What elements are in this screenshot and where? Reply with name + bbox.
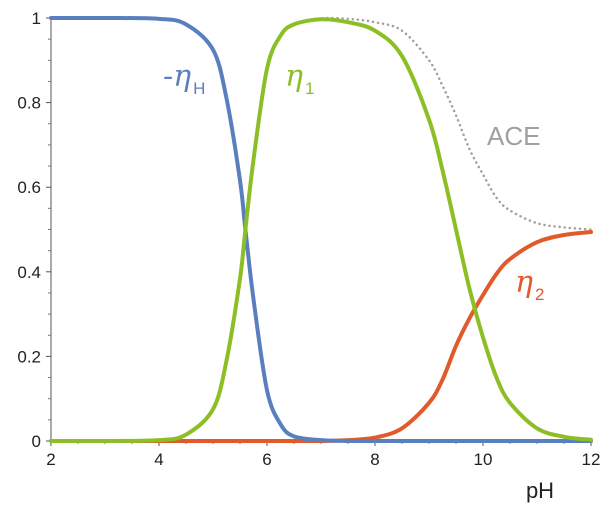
x-tick-label: 2 [46,450,55,469]
series-lines [49,15,593,444]
series-line-ace [49,16,593,443]
x-tick-label: 10 [474,450,493,469]
series-label-neg-eta-h: -η H [163,59,205,98]
x-tick-label: 8 [370,450,379,469]
series-line-eta-2 [49,230,593,444]
tick-labels: 2 4 6 8 10 12 0 0.2 0.4 0.6 0.8 1 [17,9,600,469]
y-tick-label: 0.2 [17,347,41,366]
axes [46,17,592,446]
y-tick-label: 0.4 [17,263,41,282]
y-tick-label: 0.6 [17,178,41,197]
series-line-eta-1 [49,17,593,444]
y-tick-label: 0 [32,432,41,451]
y-tick-label: 0.8 [17,94,41,113]
series-labels: -η H η 1 η 2 ACE [163,59,544,304]
series-label-ace: ACE [487,121,540,151]
x-axis-label: pH [526,478,554,503]
x-tick-label: 6 [262,450,271,469]
x-tick-label: 12 [582,450,601,469]
x-tick-label: 4 [154,450,163,469]
series-line-neg-eta-h [49,15,593,444]
y-tick-label: 1 [32,9,41,28]
